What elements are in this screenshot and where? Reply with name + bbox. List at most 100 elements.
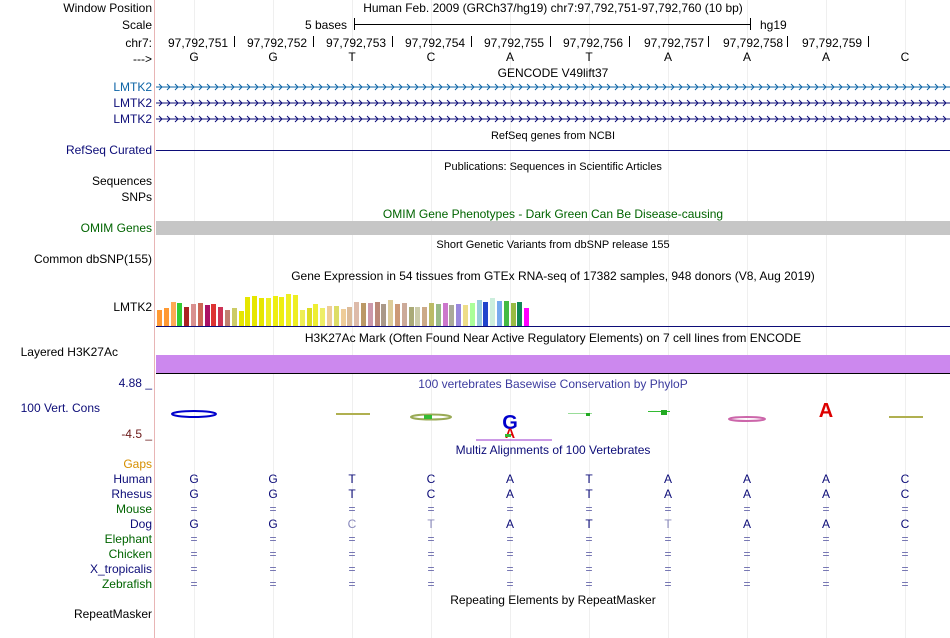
gencode-track-title[interactable]: GENCODE V49lift37 — [497, 66, 609, 80]
gtex-gene-label[interactable]: LMTK2 — [113, 300, 152, 314]
gtex-tissue-bar[interactable] — [272, 296, 278, 326]
gtex-tissue-bar[interactable] — [265, 298, 271, 326]
gtex-tissue-bar[interactable] — [184, 307, 190, 326]
repeatmasker-track-title[interactable]: Repeating Elements by RepeatMasker — [450, 593, 656, 607]
dbsnp-track-title[interactable]: Short Genetic Variants from dbSNP releas… — [436, 239, 670, 251]
gtex-tissue-bar[interactable] — [327, 306, 332, 326]
gtex-tissue-bar[interactable] — [286, 294, 292, 326]
pubs-snps-label[interactable]: SNPs — [121, 190, 152, 204]
gtex-tissue-bar[interactable] — [429, 303, 434, 326]
gtex-tissue-bar[interactable] — [211, 304, 217, 326]
gtex-tissue-bar[interactable] — [449, 305, 455, 326]
gtex-tissue-bar[interactable] — [401, 303, 407, 326]
gtex-tissue-bar[interactable] — [252, 296, 258, 326]
gtex-tissue-bar[interactable] — [361, 303, 366, 326]
gtex-tissue-bar[interactable] — [245, 297, 251, 326]
gtex-tissue-bar[interactable] — [490, 298, 496, 326]
gtex-tissue-bar[interactable] — [238, 311, 244, 326]
gtex-tissue-bar[interactable] — [517, 302, 523, 326]
sequence-base: A — [742, 50, 751, 64]
omim-genes-label[interactable]: OMIM Genes — [80, 221, 152, 235]
repeatmasker-label[interactable]: RepeatMasker — [73, 607, 152, 621]
gtex-tissue-bar[interactable] — [313, 304, 319, 326]
refseq-curated-label[interactable]: RefSeq Curated — [65, 143, 152, 157]
gtex-tissue-bar[interactable] — [259, 298, 264, 326]
coordinate-label: 97,792,758 — [723, 36, 784, 50]
gtex-tissue-bar[interactable] — [320, 308, 326, 326]
gtex-tissue-bar[interactable] — [395, 304, 400, 326]
gtex-tissue-bar[interactable] — [299, 310, 305, 326]
gtex-tissue-bar[interactable] — [177, 303, 183, 326]
gtex-tissue-bar[interactable] — [170, 302, 176, 326]
omim-phenotype-bar[interactable] — [156, 221, 950, 235]
sequence-base: C — [426, 50, 436, 64]
gtex-tissue-bar[interactable] — [197, 303, 203, 326]
gtex-tissue-bar[interactable] — [367, 303, 373, 326]
gtex-tissue-bar[interactable] — [476, 300, 482, 326]
h3k27ac-track-title[interactable]: H3K27Ac Mark (Often Found Near Active Re… — [304, 331, 802, 345]
gtex-tissue-bar[interactable] — [469, 303, 475, 326]
gtex-tissue-bar[interactable] — [231, 308, 237, 326]
gencode-transcript-2[interactable] — [156, 99, 950, 107]
gtex-tissue-bar[interactable] — [408, 307, 414, 326]
gtex-tissue-bar[interactable] — [497, 301, 502, 326]
gtex-tissue-bar[interactable] — [510, 303, 516, 326]
gtex-tissue-bar[interactable] — [157, 310, 162, 326]
gtex-tissue-bar[interactable] — [388, 300, 394, 326]
conservation-logo[interactable]: G A A — [156, 392, 950, 442]
species-elephant-label: Elephant — [104, 532, 152, 546]
gtex-tissue-bar[interactable] — [347, 307, 353, 326]
gtex-tissue-bar[interactable] — [381, 304, 387, 326]
gtex-tissue-bar[interactable] — [374, 302, 380, 326]
refseq-track-title[interactable]: RefSeq genes from NCBI — [490, 130, 616, 142]
gtex-tissue-bar[interactable] — [442, 303, 448, 326]
gencode-gene-label-3[interactable]: LMTK2 — [113, 112, 152, 126]
refseq-gene-line[interactable] — [156, 150, 950, 151]
alignment-base: = — [427, 532, 435, 546]
gtex-tissue-bar[interactable] — [163, 308, 169, 326]
gtex-tissue-bar[interactable] — [191, 304, 196, 326]
gtex-tissue-bar[interactable] — [333, 306, 339, 326]
gencode-transcript-1[interactable] — [156, 83, 950, 91]
gtex-tissue-bar[interactable] — [463, 305, 468, 326]
gtex-tissue-bar[interactable] — [422, 307, 428, 326]
alignment-base: T — [348, 487, 356, 501]
gtex-tissue-bar[interactable] — [483, 302, 489, 326]
gtex-tissue-bar[interactable] — [293, 295, 298, 326]
conservation-mark-c3 — [889, 416, 923, 418]
genome-track-area[interactable]: Human Feb. 2009 (GRCh37/hg19) chr7:97,79… — [156, 0, 950, 638]
gtex-tissue-bar[interactable] — [306, 308, 312, 326]
gtex-tissue-bar[interactable] — [218, 307, 224, 326]
pubs-track-title[interactable]: Publications: Sequences in Scientific Ar… — [444, 161, 662, 173]
gencode-gene-label-2[interactable]: LMTK2 — [113, 96, 152, 110]
gtex-tissue-bar[interactable] — [415, 307, 421, 326]
coordinate-label: 97,792,752 — [247, 36, 308, 50]
alignment-base: = — [743, 577, 751, 591]
alignment-base: = — [901, 532, 909, 546]
gtex-tissue-bar[interactable] — [225, 310, 230, 326]
alignment-base: = — [585, 532, 593, 546]
pubs-sequences-label[interactable]: Sequences — [91, 174, 152, 188]
gtex-expression-chart[interactable] — [156, 276, 950, 326]
gencode-transcript-3[interactable] — [156, 115, 950, 123]
gtex-tissue-bar[interactable] — [204, 305, 210, 326]
multiz-track-title[interactable]: Multiz Alignments of 100 Vertebrates — [455, 443, 651, 457]
omim-track-title[interactable]: OMIM Gene Phenotypes - Dark Green Can Be… — [382, 207, 724, 221]
gtex-track-title[interactable]: Gene Expression in 54 tissues from GTEx … — [291, 269, 815, 283]
alignment-base: = — [664, 532, 672, 546]
gencode-gene-label-1[interactable]: LMTK2 — [113, 80, 152, 94]
alignment-base: = — [901, 577, 909, 591]
gtex-tissue-bar[interactable] — [354, 302, 360, 326]
guide-line — [905, 0, 906, 638]
h3k27ac-label[interactable]: Layered H3K27Ac — [20, 345, 118, 359]
gtex-tissue-bar[interactable] — [503, 301, 509, 326]
common-dbsnp-label[interactable]: Common dbSNP(155) — [33, 252, 152, 266]
gtex-tissue-bar[interactable] — [524, 308, 530, 326]
gtex-tissue-bar[interactable] — [340, 309, 346, 326]
gtex-tissue-bar[interactable] — [435, 304, 441, 326]
h3k27ac-signal-bar[interactable] — [156, 355, 950, 373]
conservation-track-title[interactable]: 100 vertebrates Basewise Conservation by… — [418, 377, 688, 391]
conservation-label[interactable]: 100 Vert. Cons — [20, 401, 100, 415]
gtex-tissue-bar[interactable] — [279, 297, 285, 326]
gtex-tissue-bar[interactable] — [456, 304, 462, 326]
